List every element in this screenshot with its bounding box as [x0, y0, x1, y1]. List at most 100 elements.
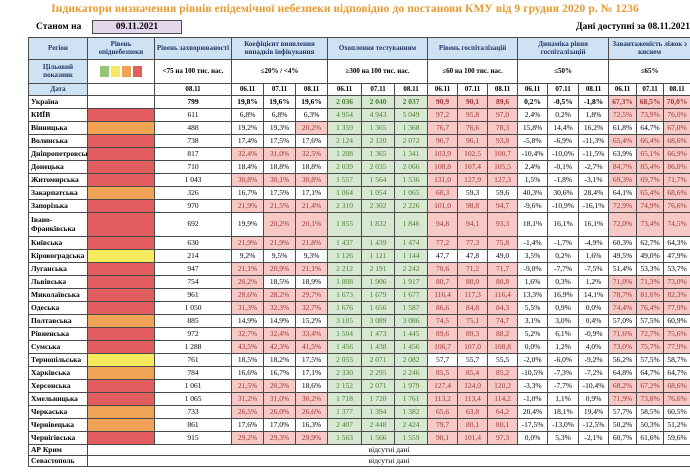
col-region: Регіон: [28, 37, 88, 60]
hospitalization-cell: 59,3: [457, 186, 489, 200]
testing-cell: 1 536: [394, 173, 429, 187]
detection-cell: 14,9%: [263, 314, 296, 328]
hospitalization-cell: 80,1: [457, 418, 489, 432]
hospitalization-cell: 71,2: [457, 262, 489, 276]
testing-cell: 2 212: [327, 262, 363, 276]
dynamics-cell: -1,7%: [547, 236, 580, 250]
beds-cell: 60,7%: [608, 431, 638, 445]
detection-cell: 20,2%: [294, 121, 329, 135]
beds-cell: 69,7%: [636, 173, 665, 187]
incidence-cell: 861: [154, 418, 232, 432]
testing-cell: 2 152: [327, 379, 363, 393]
table-row: Тернопільська 761 18,5% 18,2% 17,5% 2 055 2 07…: [28, 353, 690, 367]
dynamics-cell: -2,1%: [578, 431, 610, 445]
detection-cell: 18,4%: [231, 160, 264, 174]
testing-cell: 2 310: [327, 199, 363, 213]
hospitalization-cell: 97,0: [487, 108, 519, 122]
beds-cell: 76,6%: [663, 392, 690, 406]
table-row: Вінницька 488 19,2% 19,3% 20,2% 1 359 1 365 1 3…: [28, 121, 690, 135]
testing-cell: 1 587: [394, 301, 429, 315]
testing-cell: 1 566: [361, 431, 396, 445]
hospitalization-cell: 103,9: [427, 147, 459, 161]
indicators-table: Регіон Рівень епіднебезпеки Рівень захво…: [28, 37, 690, 467]
danger-level-cell: [87, 249, 155, 263]
detection-cell: 20,1%: [294, 212, 329, 237]
table-row: Кіровоградська 214 9,2% 9,5% 9,3% 1 126 1 121 1…: [28, 249, 690, 263]
hospitalization-cell: 94,8: [427, 212, 459, 237]
beds-cell: 71,9%: [608, 392, 638, 406]
detection-cell: 42,3%: [263, 340, 296, 354]
incidence-cell: 1 043: [154, 173, 232, 187]
detection-cell: 9,3%: [294, 249, 329, 263]
dynamics-cell: 16,1%: [578, 212, 610, 237]
testing-cell: 2 448: [361, 418, 396, 432]
detection-cell: 19,3%: [263, 121, 296, 135]
detection-cell: 19,8%: [231, 95, 264, 109]
testing-cell: 4 943: [361, 108, 396, 122]
testing-cell: 1 445: [394, 327, 429, 341]
detection-cell: 21,4%: [294, 199, 329, 213]
table-row: Донецька 710 18,4% 18,8% 18,8% 2 039 2 035 2 06…: [28, 160, 690, 174]
beds-cell: 78,7%: [608, 288, 638, 302]
hospitalization-cell: 86,6: [427, 301, 459, 315]
beds-cell: 60,3%: [608, 236, 638, 250]
testing-cell: 1 673: [327, 288, 363, 302]
dynamics-cell: 15,8%: [517, 121, 549, 135]
danger-level-cell: [87, 431, 155, 445]
dynamics-cell: -9,2%: [578, 353, 610, 367]
testing-cell: 2 071: [361, 353, 396, 367]
dynamics-cell: -7,3%: [547, 366, 580, 380]
testing-cell: 1 563: [327, 431, 363, 445]
beds-cell: 64,7%: [636, 366, 665, 380]
target-dynamics: ≤50%: [517, 59, 610, 84]
detection-cell: 29,3%: [263, 431, 296, 445]
dynamics-cell: 5,2%: [517, 327, 549, 341]
dynamics-cell: -7,2%: [578, 366, 610, 380]
beds-cell: 72,9%: [608, 199, 638, 213]
testing-cell: 2 036: [327, 95, 363, 109]
region-cell: Київська: [28, 236, 88, 250]
table-row: Закарпатська 326 16,7% 17,5% 17,1% 1 064 1 054…: [28, 186, 690, 200]
date-cell: 06.11: [327, 83, 363, 96]
region-cell: КИЇВ: [28, 108, 88, 122]
beds-cell: 68,6%: [663, 186, 690, 200]
detection-cell: 19,6%: [294, 95, 329, 109]
danger-legend: [87, 59, 155, 84]
detection-cell: 18,5%: [231, 353, 264, 367]
dynamics-cell: 1,6%: [517, 275, 549, 289]
incidence-cell: 1 288: [154, 340, 232, 354]
beds-cell: 73,4%: [636, 212, 665, 237]
detection-cell: 17,5%: [263, 186, 296, 200]
hospitalization-cell: 97,2: [427, 108, 459, 122]
beds-cell: 57,0%: [608, 314, 638, 328]
hospitalization-cell: 106,7: [427, 340, 459, 354]
testing-cell: 2 120: [361, 134, 396, 148]
table-row: Херсонська 1 061 21,5% 20,3% 18,6% 2 152 2 071…: [28, 379, 690, 393]
dynamics-cell: 0,4%: [578, 314, 610, 328]
dynamics-cell: -2,0%: [517, 353, 549, 367]
beds-cell: 68,2%: [608, 379, 638, 393]
dynamics-cell: -0,5%: [547, 95, 580, 109]
detection-cell: 17,5%: [263, 134, 296, 148]
testing-cell: 1 564: [361, 173, 396, 187]
testing-cell: 3 089: [361, 314, 396, 328]
testing-cell: 1 377: [327, 405, 363, 419]
testing-cell: 1 456: [327, 340, 363, 354]
date-cell: 08.11: [663, 83, 690, 96]
detection-cell: 21,9%: [231, 199, 264, 213]
testing-cell: 1 365: [361, 147, 396, 161]
as-of-label: Станом на: [36, 22, 82, 32]
dynamics-cell: 30,6%: [547, 186, 580, 200]
legend-red-icon: [133, 66, 142, 77]
danger-level-cell: [87, 199, 155, 213]
danger-level-cell: [87, 366, 155, 380]
testing-cell: 2 226: [394, 199, 429, 213]
testing-cell: 1 065: [394, 186, 429, 200]
testing-cell: 1 504: [327, 327, 363, 341]
detection-cell: 20,3%: [263, 379, 296, 393]
detection-cell: 32,7%: [294, 301, 329, 315]
date-cell: 07.11: [361, 83, 396, 96]
testing-cell: 4 954: [327, 108, 363, 122]
hospitalization-cell: 85,2: [487, 366, 519, 380]
